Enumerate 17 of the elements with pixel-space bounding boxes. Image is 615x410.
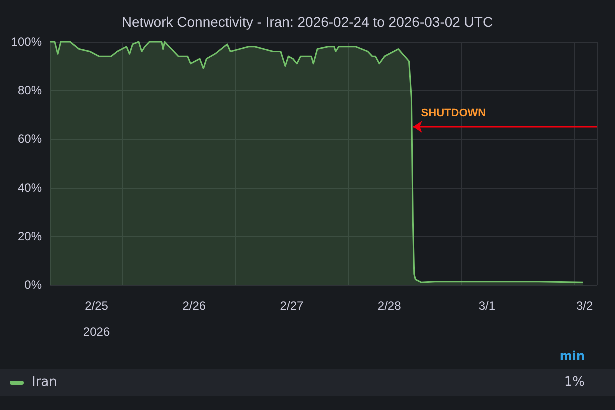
x-tick-label: 2/27: [280, 299, 304, 313]
y-tick-label: 100%: [11, 35, 42, 49]
y-tick-label: 0%: [24, 278, 42, 292]
x-tick-label: 2/28: [378, 299, 402, 313]
text: min: [558, 348, 586, 365]
y-tick-label: 20%: [18, 229, 42, 244]
text: 1%: [564, 375, 585, 390]
x-tick-label: 3/1: [478, 299, 496, 313]
x-tick-label: 2/25 2026: [83, 299, 110, 339]
y-tick-label: 80%: [18, 84, 42, 98]
legend-label: Iran: [32, 375, 58, 390]
x-tick-label: 2/26: [182, 299, 206, 313]
chart-title: Network Connectivity - Iran: 2026-02-24 to 2026-03-02 UTC: [122, 14, 494, 30]
y-tick-label: 60%: [18, 132, 42, 146]
x-tick-label: 3/2: [576, 299, 594, 313]
y-tick-label: 40%: [18, 180, 42, 195]
annotation: SHUTDOWN: [421, 108, 486, 120]
